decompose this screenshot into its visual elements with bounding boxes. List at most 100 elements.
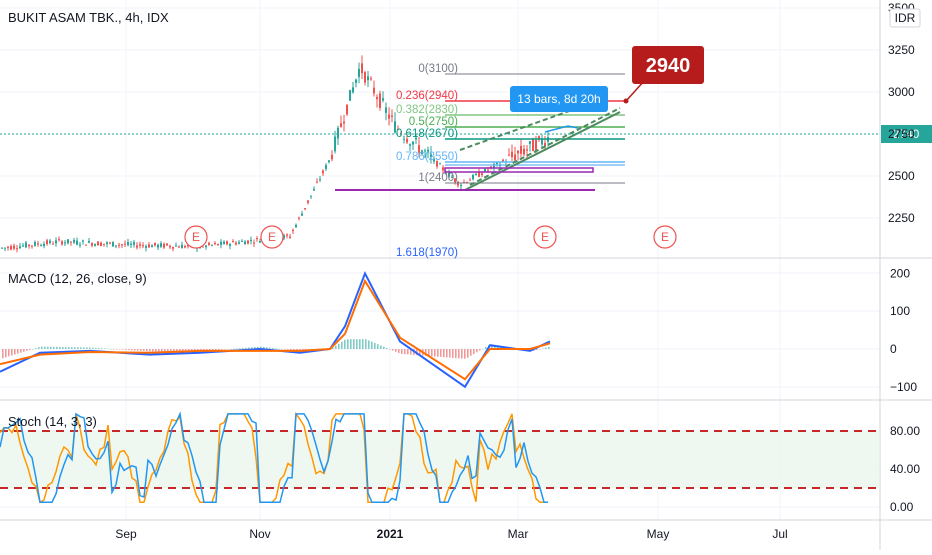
candle-body (151, 245, 153, 248)
macd-hist-bar (101, 348, 103, 349)
macd-hist-bar (491, 344, 493, 349)
candle-body (334, 136, 336, 152)
macd-hist-bar (539, 349, 541, 350)
macd-hist-bar (140, 349, 142, 351)
time-tick-label: Mar (508, 527, 529, 541)
macd-hist-bar (467, 349, 469, 358)
macd-hist-bar (380, 345, 382, 349)
candle-body (223, 241, 225, 245)
current-price-text: 2740 (893, 127, 920, 141)
macd-hist-bar (290, 349, 292, 351)
macd-hist-bar (275, 348, 277, 349)
candle-body (517, 150, 519, 154)
macd-hist-bar (89, 347, 91, 349)
candle-body (529, 141, 531, 145)
candle-body (292, 230, 294, 232)
macd-hist-bar (536, 349, 538, 350)
macd-hist-bar (44, 346, 46, 349)
candle-body (493, 164, 495, 168)
macd-hist-bar (227, 349, 229, 350)
macd-hist-bar (182, 349, 184, 352)
candle-body (310, 195, 312, 197)
macd-hist-bar (284, 349, 286, 350)
macd-hist-bar (473, 349, 475, 355)
event-marker[interactable]: E (533, 225, 557, 249)
candle-body (166, 243, 168, 246)
price-tick-label: 3250 (888, 43, 915, 57)
macd-hist-bar (257, 346, 259, 349)
macd-hist-bar (119, 349, 121, 350)
macd-hist-bar (410, 349, 412, 355)
candle-body (238, 242, 240, 244)
macd-hist-bar (401, 349, 403, 354)
candle-body (34, 242, 36, 246)
macd-hist-bar (269, 347, 271, 349)
macd-hist-bar (26, 349, 28, 351)
macd-hist-bar (356, 339, 358, 349)
time-tick-label: May (647, 527, 670, 541)
macd-hist-bar (134, 349, 136, 351)
candle-body (256, 238, 258, 240)
macd-hist-bar (83, 347, 85, 349)
candle-body (136, 245, 138, 248)
candle-body (520, 145, 522, 154)
candle-body (475, 173, 477, 176)
candle-body (139, 244, 141, 246)
candle-body (544, 142, 546, 147)
macd-hist-bar (32, 349, 34, 350)
candle-body (397, 128, 399, 130)
currency-badge[interactable] (889, 8, 921, 28)
macd-hist-bar (263, 346, 265, 349)
candle-body (328, 160, 330, 163)
event-marker[interactable]: E (260, 225, 284, 249)
event-marker[interactable]: E (184, 225, 208, 249)
candle-body (208, 242, 210, 245)
candle-body (79, 244, 81, 246)
measure-tool[interactable]: 13 bars, 8d 20h (510, 86, 608, 133)
macd-hist-bar (50, 346, 52, 349)
event-label: E (192, 230, 200, 244)
candle-body (58, 239, 60, 241)
candle-body (451, 176, 453, 178)
candle-body (70, 241, 72, 243)
candle-body (160, 243, 162, 247)
candle-body (385, 107, 387, 113)
price-tick-label: 2500 (888, 169, 915, 183)
support-box[interactable] (444, 167, 594, 173)
candle-body (286, 234, 288, 236)
macd-tick-label: 100 (890, 304, 910, 318)
time-tick-label: Jul (772, 527, 787, 541)
candle-body (259, 240, 261, 243)
macd-hist-bar (371, 341, 373, 349)
macd-hist-bar (209, 349, 211, 351)
candle-body (382, 98, 384, 101)
candle-body (415, 137, 417, 140)
current-price-badge (881, 125, 932, 143)
candle-body (199, 247, 201, 249)
candle-body (73, 240, 75, 243)
macd-hist-bar (464, 349, 466, 359)
time-axis: Sep Nov 2021 Mar May Jul (115, 527, 787, 541)
candle-body (88, 240, 90, 243)
fib-label: 0(3100) (418, 63, 458, 75)
candle-body (241, 240, 243, 242)
candle-body (316, 181, 318, 183)
macd-hist-bar (395, 349, 397, 352)
macd-hist-bar (386, 348, 388, 349)
macd-hist-bar (443, 349, 445, 358)
candle-body (535, 140, 537, 152)
target-callout[interactable]: 2940 (623, 46, 705, 104)
price-tick-label: 2750 (888, 127, 915, 141)
macd-hist-bar (95, 347, 97, 349)
event-marker[interactable]: E (653, 225, 677, 249)
macd-hist-bar (65, 347, 67, 349)
candle-body (232, 241, 234, 243)
macd-hist-bar (419, 349, 421, 356)
macd-hist-bar (47, 346, 49, 349)
macd-hist-bar (5, 349, 7, 358)
macd-hist-bar (161, 349, 163, 352)
macd-hist-bar (155, 349, 157, 352)
macd-hist-bar (230, 349, 232, 350)
